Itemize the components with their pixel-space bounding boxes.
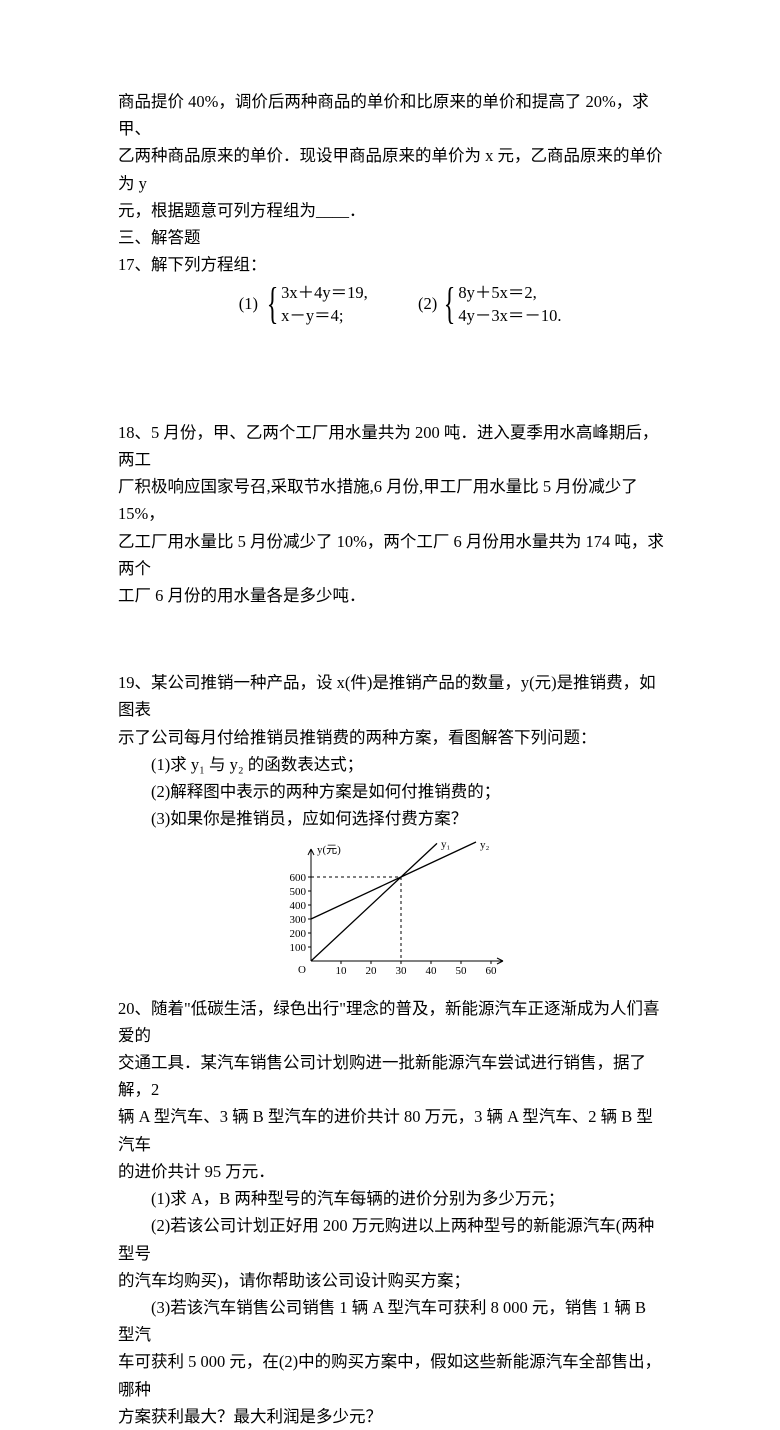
q20-sub: (2)若该公司计划正好用 200 万元购进以上两种型号的新能源汽车(两种型号 bbox=[118, 1212, 666, 1266]
svg-text:20: 20 bbox=[366, 965, 378, 977]
equation-line: 8y＋5x＝2, bbox=[458, 281, 561, 304]
equation-line: 3x＋4y＝19, bbox=[281, 281, 368, 304]
q20-line: 的进价共计 95 万元． bbox=[118, 1158, 666, 1185]
q20-sub: 的汽车均购买)，请你帮助该公司设计购买方案； bbox=[118, 1267, 666, 1294]
equation-line: x－y＝4; bbox=[281, 304, 368, 327]
equation-row: (1) { 3x＋4y＝19, x－y＝4; (2) { 8y＋5x＝2, 4y… bbox=[118, 281, 666, 327]
eq-number: (2) bbox=[418, 290, 437, 317]
svg-text:600: 600 bbox=[290, 872, 307, 884]
q18-line: 厂积极响应国家号召,采取节水措施,6 月份,甲工厂用水量比 5 月份减少了 15… bbox=[118, 473, 666, 527]
q18-line: 乙工厂用水量比 5 月份减少了 10%，两个工厂 6 月份用水量共为 174 吨… bbox=[118, 528, 666, 582]
section-heading: 三、解答题 bbox=[118, 224, 666, 251]
intro-line: 元，根据题意可列方程组为____． bbox=[118, 197, 666, 224]
svg-text:10: 10 bbox=[336, 965, 348, 977]
q17-title: 17、解下列方程组： bbox=[118, 251, 666, 278]
q20-sub: (3)若该汽车销售公司销售 1 辆 A 型汽车可获利 8 000 元，销售 1 … bbox=[118, 1294, 666, 1348]
intro-line: 商品提价 40%，调价后两种商品的单价和比原来的单价和提高了 20%，求甲、 bbox=[118, 88, 666, 142]
q20-line: 交通工具．某汽车销售公司计划购进一批新能源汽车尝试进行销售，据了解，2 bbox=[118, 1049, 666, 1103]
eq-number: (1) bbox=[239, 290, 258, 317]
q20-sub: (1)求 A，B 两种型号的汽车每辆的进价分别为多少万元； bbox=[118, 1185, 666, 1212]
q19-line: 19、某公司推销一种产品，设 x(件)是推销产品的数量，y(元)是推销费，如图表 bbox=[118, 669, 666, 723]
svg-text:y(元): y(元) bbox=[317, 844, 341, 856]
svg-text:30: 30 bbox=[396, 965, 408, 977]
q20-line: 20、随着"低碳生活，绿色出行"理念的普及，新能源汽车正逐渐成为人们喜爱的 bbox=[118, 995, 666, 1049]
chart-svg: 100200300400500600102030405060Oy(元)x(件)y… bbox=[277, 841, 507, 981]
svg-text:60: 60 bbox=[486, 965, 498, 977]
svg-text:50: 50 bbox=[456, 965, 468, 977]
svg-text:400: 400 bbox=[290, 900, 307, 912]
svg-text:100: 100 bbox=[290, 942, 307, 954]
equation-line: 4y－3x＝－10. bbox=[458, 304, 561, 327]
q20-sub: 车可获利 5 000 元，在(2)中的购买方案中，假如这些新能源汽车全部售出，哪… bbox=[118, 1348, 666, 1402]
equation-system-1: (1) { 3x＋4y＝19, x－y＝4; bbox=[118, 281, 418, 327]
q20-sub: 方案获利最大？最大利润是多少元？ bbox=[118, 1403, 666, 1430]
q19-sub: (1)求 y₁ 与 y₂ 的函数表达式； bbox=[118, 751, 666, 778]
svg-text:y₁: y₁ bbox=[441, 841, 451, 850]
q18-line: 工厂 6 月份的用水量各是多少吨． bbox=[118, 582, 666, 609]
left-brace-icon: { bbox=[267, 282, 279, 326]
svg-text:40: 40 bbox=[426, 965, 438, 977]
svg-text:O: O bbox=[298, 964, 306, 976]
q19-sub: (3)如果你是推销员，应如何选择付费方案？ bbox=[118, 805, 666, 832]
intro-line: 乙两种商品原来的单价．现设甲商品原来的单价为 x 元，乙商品原来的单价为 y bbox=[118, 142, 666, 196]
q18-line: 18、5 月份，甲、乙两个工厂用水量共为 200 吨．进入夏季用水高峰期后，两工 bbox=[118, 419, 666, 473]
q19-line: 示了公司每月付给推销员推销费的两种方案，看图解答下列问题： bbox=[118, 724, 666, 751]
svg-text:y₂: y₂ bbox=[480, 841, 490, 851]
sales-commission-chart: 100200300400500600102030405060Oy(元)x(件)y… bbox=[277, 841, 507, 981]
q20-line: 辆 A 型汽车、3 辆 B 型汽车的进价共计 80 万元，3 辆 A 型汽车、2… bbox=[118, 1103, 666, 1157]
svg-text:200: 200 bbox=[290, 928, 307, 940]
q19-sub: (2)解释图中表示的两种方案是如何付推销费的； bbox=[118, 778, 666, 805]
svg-text:300: 300 bbox=[290, 914, 307, 926]
left-brace-icon: { bbox=[444, 282, 456, 326]
svg-text:500: 500 bbox=[290, 886, 307, 898]
equation-system-2: (2) { 8y＋5x＝2, 4y－3x＝－10. bbox=[418, 281, 562, 327]
